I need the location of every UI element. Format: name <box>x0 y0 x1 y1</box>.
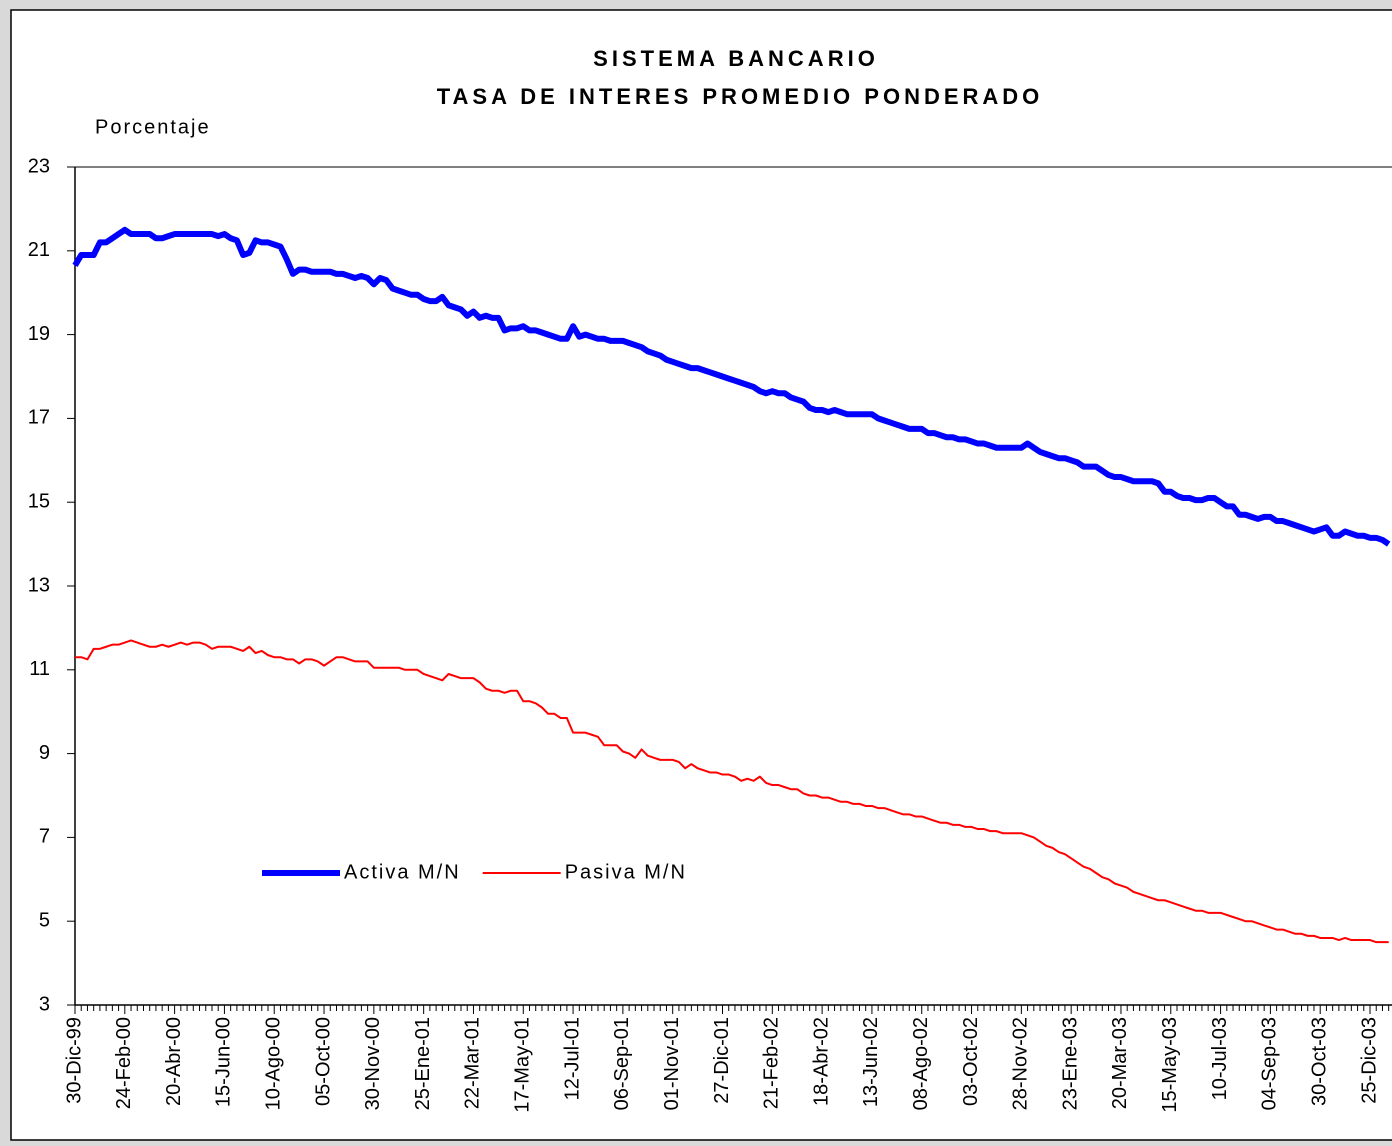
x-tick-label: 18-Abr-02 <box>810 1017 832 1106</box>
x-tick-label: 10-Jul-03 <box>1209 1017 1231 1100</box>
x-tick-label: 12-Jul-01 <box>561 1017 583 1100</box>
x-tick-label: 17-May-01 <box>512 1017 534 1113</box>
x-tick-label: 06-Sep-01 <box>611 1017 633 1110</box>
legend-label: Activa M/N <box>344 861 461 883</box>
y-tick-label: 5 <box>39 909 50 931</box>
x-tick-label: 25-Ene-01 <box>412 1017 434 1110</box>
x-tick-label: 30-Nov-00 <box>362 1017 384 1110</box>
x-tick-label: 01-Nov-01 <box>661 1017 683 1110</box>
x-tick-label: 22-Mar-01 <box>462 1017 484 1109</box>
x-tick-label: 30-Oct-03 <box>1308 1017 1330 1106</box>
x-tick-label: 25-Dic-03 <box>1358 1017 1380 1104</box>
x-tick-label: 15-Jun-00 <box>213 1017 235 1107</box>
series-line <box>75 639 1389 944</box>
x-tick-label: 20-Abr-00 <box>163 1017 185 1106</box>
y-tick-label: 3 <box>39 993 50 1015</box>
x-tick-label: 20-Mar-03 <box>1109 1017 1131 1109</box>
series-line <box>72 226 1391 547</box>
x-tick-label: 30-Dic-99 <box>63 1017 85 1104</box>
x-tick-label: 03-Oct-02 <box>960 1017 982 1106</box>
y-tick-label: 11 <box>29 658 50 680</box>
x-tick-label: 27-Dic-01 <box>711 1017 733 1104</box>
x-tick-label: 10-Ago-00 <box>263 1017 285 1110</box>
y-tick-label: 17 <box>28 407 50 429</box>
y-tick-label: 7 <box>39 826 50 848</box>
x-tick-label: 28-Nov-02 <box>1010 1017 1032 1110</box>
y-tick-label: 15 <box>28 490 50 512</box>
x-tick-label: 21-Feb-02 <box>761 1017 783 1109</box>
x-tick-label: 05-Oct-00 <box>312 1017 334 1106</box>
y-axis-label: Porcentaje <box>95 116 211 138</box>
legend-label: Pasiva M/N <box>565 861 687 883</box>
x-tick-label: 13-Jun-02 <box>860 1017 882 1107</box>
x-tick-label: 15-May-03 <box>1159 1017 1181 1113</box>
y-tick-label: 21 <box>28 239 50 261</box>
x-tick-label: 23-Ene-03 <box>1059 1017 1081 1110</box>
y-tick-label: 19 <box>28 323 50 345</box>
chart-subtitle: TASA DE INTERES PROMEDIO PONDERADO <box>437 84 1044 109</box>
y-tick-label: 13 <box>28 574 50 596</box>
x-tick-label: 08-Ago-02 <box>910 1017 932 1110</box>
x-tick-label: 04-Sep-03 <box>1259 1017 1281 1110</box>
y-tick-label: 23 <box>28 155 50 177</box>
x-tick-label: 24-Feb-00 <box>113 1017 135 1109</box>
chart-frame <box>10 9 1392 1141</box>
chart-title: SISTEMA BANCARIO <box>593 46 879 71</box>
y-tick-label: 9 <box>39 742 50 764</box>
